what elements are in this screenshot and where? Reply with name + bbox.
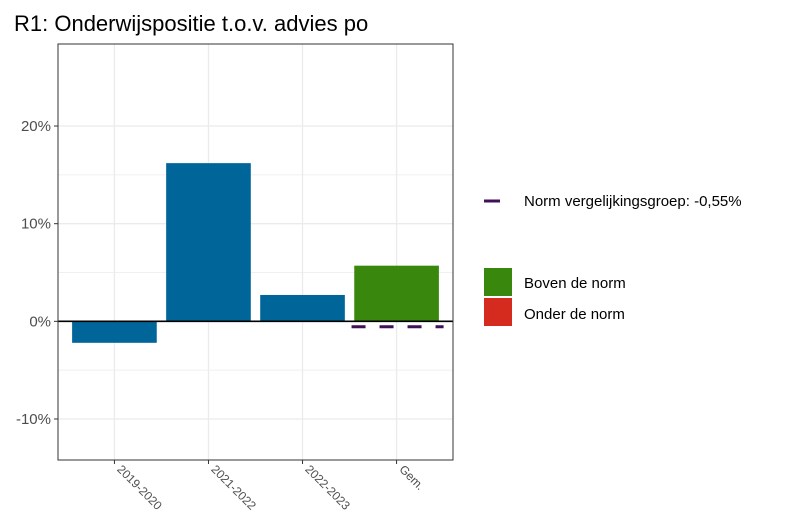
bar-gem- (354, 265, 439, 322)
legend-norm-label: Norm vergelijkingsgroep: -0,55% (524, 193, 742, 210)
y-axis: -10% 0% 10% 20% (16, 118, 58, 428)
plot-panel (58, 44, 453, 460)
legend-onder-label: Onder de norm (524, 306, 625, 323)
legend-boven-key (484, 268, 512, 296)
y-tick-label: 0% (29, 313, 51, 330)
x-tick-label: 2019-2020 (114, 462, 165, 513)
bar-2019-2020 (72, 321, 157, 343)
x-tick-label: Gem. (396, 462, 427, 493)
x-axis: 2019-2020 2021-2022 2022-2023 Gem. (113, 460, 427, 513)
legend-onder-key (484, 298, 512, 326)
chart-title: R1: Onderwijspositie t.o.v. advies po (14, 11, 368, 36)
y-tick-label: -10% (16, 411, 51, 428)
plot-border (57, 43, 454, 461)
legend: Norm vergelijkingsgroep: -0,55% Boven de… (484, 193, 742, 326)
legend-boven-label: Boven de norm (524, 275, 626, 292)
x-tick-label: 2021-2022 (208, 462, 259, 513)
bar-2021-2022 (166, 163, 251, 322)
y-tick-label: 20% (21, 118, 51, 135)
bar-2022-2023 (260, 294, 345, 322)
x-tick-label: 2022-2023 (302, 462, 353, 513)
y-tick-label: 10% (21, 216, 51, 233)
bars (72, 163, 439, 343)
